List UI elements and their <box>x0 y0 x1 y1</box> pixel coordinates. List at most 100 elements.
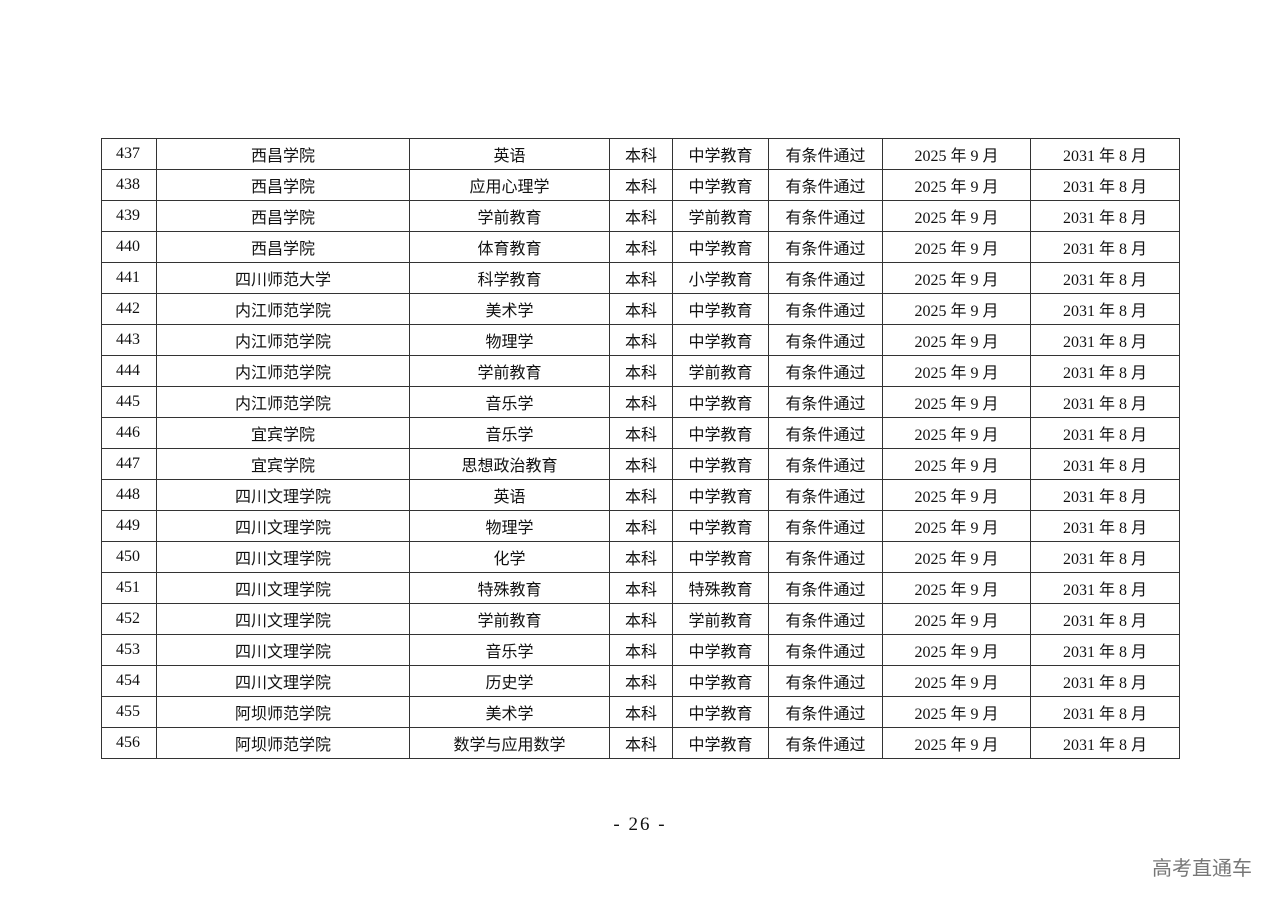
major-cell: 英语 <box>409 479 610 511</box>
valid-from-cell: 2025 年 9 月 <box>882 324 1031 356</box>
category-cell: 中学教育 <box>672 665 769 697</box>
major-cell: 学前教育 <box>409 355 610 387</box>
page-number: - 26 - <box>613 814 667 835</box>
valid-from-cell: 2025 年 9 月 <box>882 138 1031 170</box>
level-cell: 本科 <box>609 200 673 232</box>
table-row: 444 内江师范学院 学前教育 本科 学前教育 有条件通过 2025 年 9 月 2031 年… <box>101 355 1180 387</box>
row-number-cell: 456 <box>101 727 157 759</box>
valid-from-cell: 2025 年 9 月 <box>882 696 1031 728</box>
row-number-cell: 446 <box>101 417 157 449</box>
table-row: 440 西昌学院 体育教育 本科 中学教育 有条件通过 2025 年 9 月 2031 年 8… <box>101 231 1180 263</box>
row-number-cell: 443 <box>101 324 157 356</box>
category-cell: 中学教育 <box>672 541 769 573</box>
result-cell: 有条件通过 <box>768 386 883 418</box>
category-cell: 特殊教育 <box>672 572 769 604</box>
table-row: 449 四川文理学院 物理学 本科 中学教育 有条件通过 2025 年 9 月 2031 年 … <box>101 510 1180 542</box>
valid-until-cell: 2031 年 8 月 <box>1030 603 1180 635</box>
category-cell: 中学教育 <box>672 696 769 728</box>
level-cell: 本科 <box>609 169 673 201</box>
row-number-cell: 438 <box>101 169 157 201</box>
major-cell: 思想政治教育 <box>409 448 610 480</box>
institution-cell: 四川师范大学 <box>156 262 410 294</box>
row-number-cell: 437 <box>101 138 157 170</box>
category-cell: 学前教育 <box>672 200 769 232</box>
row-number-cell: 449 <box>101 510 157 542</box>
valid-until-cell: 2031 年 8 月 <box>1030 696 1180 728</box>
valid-until-cell: 2031 年 8 月 <box>1030 479 1180 511</box>
row-number-cell: 442 <box>101 293 157 325</box>
institution-cell: 阿坝师范学院 <box>156 696 410 728</box>
row-number-cell: 447 <box>101 448 157 480</box>
valid-until-cell: 2031 年 8 月 <box>1030 262 1180 294</box>
row-number-cell: 450 <box>101 541 157 573</box>
institution-cell: 阿坝师范学院 <box>156 727 410 759</box>
table-row: 438 西昌学院 应用心理学 本科 中学教育 有条件通过 2025 年 9 月 2031 年 … <box>101 169 1180 201</box>
result-cell: 有条件通过 <box>768 603 883 635</box>
watermark: 高考直通车 <box>1152 856 1252 880</box>
level-cell: 本科 <box>609 355 673 387</box>
valid-from-cell: 2025 年 9 月 <box>882 634 1031 666</box>
result-cell: 有条件通过 <box>768 696 883 728</box>
institution-cell: 内江师范学院 <box>156 293 410 325</box>
valid-until-cell: 2031 年 8 月 <box>1030 138 1180 170</box>
major-cell: 化学 <box>409 541 610 573</box>
row-number-cell: 440 <box>101 231 157 263</box>
accreditation-table: 437 西昌学院 英语 本科 中学教育 有条件通过 2025 年 9 月 2031 年 8 月… <box>101 138 1180 759</box>
row-number-cell: 448 <box>101 479 157 511</box>
major-cell: 美术学 <box>409 293 610 325</box>
institution-cell: 四川文理学院 <box>156 634 410 666</box>
result-cell: 有条件通过 <box>768 417 883 449</box>
level-cell: 本科 <box>609 603 673 635</box>
valid-from-cell: 2025 年 9 月 <box>882 603 1031 635</box>
table-row: 450 四川文理学院 化学 本科 中学教育 有条件通过 2025 年 9 月 2031 年 8… <box>101 541 1180 573</box>
valid-from-cell: 2025 年 9 月 <box>882 541 1031 573</box>
result-cell: 有条件通过 <box>768 541 883 573</box>
valid-until-cell: 2031 年 8 月 <box>1030 231 1180 263</box>
major-cell: 英语 <box>409 138 610 170</box>
valid-until-cell: 2031 年 8 月 <box>1030 417 1180 449</box>
valid-until-cell: 2031 年 8 月 <box>1030 572 1180 604</box>
valid-from-cell: 2025 年 9 月 <box>882 448 1031 480</box>
level-cell: 本科 <box>609 541 673 573</box>
table-row: 456 阿坝师范学院 数学与应用数学 本科 中学教育 有条件通过 2025 年 9 月 203… <box>101 727 1180 759</box>
category-cell: 中学教育 <box>672 479 769 511</box>
row-number-cell: 444 <box>101 355 157 387</box>
valid-from-cell: 2025 年 9 月 <box>882 727 1031 759</box>
table-row: 441 四川师范大学 科学教育 本科 小学教育 有条件通过 2025 年 9 月 2031 年… <box>101 262 1180 294</box>
valid-until-cell: 2031 年 8 月 <box>1030 541 1180 573</box>
result-cell: 有条件通过 <box>768 572 883 604</box>
institution-cell: 内江师范学院 <box>156 324 410 356</box>
table-row: 447 宜宾学院 思想政治教育 本科 中学教育 有条件通过 2025 年 9 月 2031 年… <box>101 448 1180 480</box>
level-cell: 本科 <box>609 324 673 356</box>
row-number-cell: 453 <box>101 634 157 666</box>
category-cell: 中学教育 <box>672 231 769 263</box>
result-cell: 有条件通过 <box>768 324 883 356</box>
table-row: 451 四川文理学院 特殊教育 本科 特殊教育 有条件通过 2025 年 9 月 2031 年… <box>101 572 1180 604</box>
valid-from-cell: 2025 年 9 月 <box>882 386 1031 418</box>
valid-until-cell: 2031 年 8 月 <box>1030 200 1180 232</box>
table-row: 455 阿坝师范学院 美术学 本科 中学教育 有条件通过 2025 年 9 月 2031 年 … <box>101 696 1180 728</box>
level-cell: 本科 <box>609 138 673 170</box>
institution-cell: 西昌学院 <box>156 138 410 170</box>
level-cell: 本科 <box>609 479 673 511</box>
table-row: 445 内江师范学院 音乐学 本科 中学教育 有条件通过 2025 年 9 月 2031 年 … <box>101 386 1180 418</box>
valid-from-cell: 2025 年 9 月 <box>882 169 1031 201</box>
table-row: 437 西昌学院 英语 本科 中学教育 有条件通过 2025 年 9 月 2031 年 8 月 <box>101 138 1180 170</box>
row-number-cell: 439 <box>101 200 157 232</box>
category-cell: 学前教育 <box>672 355 769 387</box>
valid-from-cell: 2025 年 9 月 <box>882 231 1031 263</box>
valid-until-cell: 2031 年 8 月 <box>1030 448 1180 480</box>
result-cell: 有条件通过 <box>768 355 883 387</box>
major-cell: 体育教育 <box>409 231 610 263</box>
table-row: 454 四川文理学院 历史学 本科 中学教育 有条件通过 2025 年 9 月 2031 年 … <box>101 665 1180 697</box>
table-row: 446 宜宾学院 音乐学 本科 中学教育 有条件通过 2025 年 9 月 2031 年 8 … <box>101 417 1180 449</box>
valid-from-cell: 2025 年 9 月 <box>882 479 1031 511</box>
table-row: 442 内江师范学院 美术学 本科 中学教育 有条件通过 2025 年 9 月 2031 年 … <box>101 293 1180 325</box>
valid-until-cell: 2031 年 8 月 <box>1030 169 1180 201</box>
level-cell: 本科 <box>609 510 673 542</box>
table-row: 439 西昌学院 学前教育 本科 学前教育 有条件通过 2025 年 9 月 2031 年 8… <box>101 200 1180 232</box>
major-cell: 科学教育 <box>409 262 610 294</box>
institution-cell: 宜宾学院 <box>156 417 410 449</box>
row-number-cell: 455 <box>101 696 157 728</box>
institution-cell: 宜宾学院 <box>156 448 410 480</box>
